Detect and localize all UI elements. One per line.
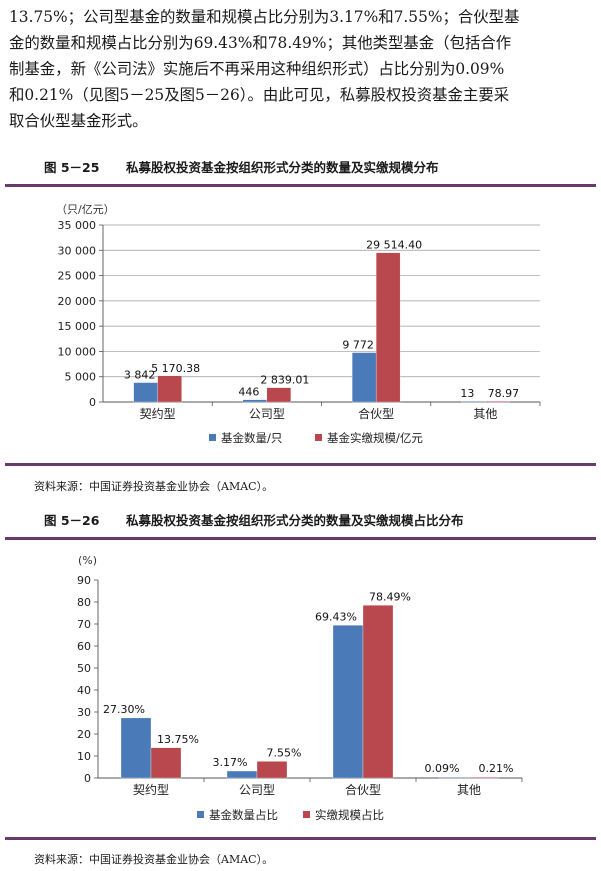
x-tick-label: 公司型 [239, 783, 275, 797]
bar-series1 [242, 399, 268, 403]
y-tick-label: 60 [77, 640, 91, 653]
data-label: 69.43% [315, 610, 357, 623]
y-tick-label: 80 [77, 596, 91, 609]
y-tick-label: 20 [77, 728, 91, 741]
y-tick-label: 30 000 [58, 244, 97, 257]
legend-entry: 基金数量占比 [209, 808, 278, 822]
bar-series2 [468, 777, 500, 779]
y-tick-label: 90 [77, 574, 91, 587]
y-tick-label: 35 000 [58, 219, 97, 232]
y-tick-label: 25 000 [58, 270, 97, 283]
paragraph-line: 和0.21%（见图5－25及图5－26）。由此可见，私募股权投资基金主要采 [9, 86, 510, 104]
paragraph-line: 取合伙型基金形式。 [9, 112, 148, 130]
bar-series1 [351, 352, 377, 403]
x-tick-label: 契约型 [140, 406, 176, 421]
y-tick-label: 40 [77, 684, 91, 697]
figure2-number: 图 5－26 [44, 513, 100, 528]
data-label: 78.49% [369, 590, 411, 603]
data-label: 5 170.38 [151, 362, 200, 375]
x-tick-label: 合伙型 [358, 406, 394, 421]
figure1-bottom-rule [5, 463, 596, 466]
data-label: 3.17% [213, 756, 248, 769]
x-tick-label: 其他 [457, 783, 481, 797]
bar-series2 [362, 605, 394, 779]
bar-series2 [256, 761, 288, 779]
paragraph-line: 制基金，新《公司法》实施后不再采用这种组织形式）占比分别为0.09% [9, 60, 505, 78]
figure1-source: 资料来源：中国证券投资基金业协会（AMAC）。 [34, 480, 274, 493]
bar-series2 [485, 401, 510, 403]
y-tick-label: 70 [77, 618, 91, 631]
y-tick-label: 15 000 [58, 320, 97, 333]
x-tick-label: 公司型 [249, 407, 285, 421]
bar-series2 [157, 375, 182, 403]
paragraph-line: 金的数量和规模占比分别为69.43%和78.49%；其他类型基金（包括合作 [9, 34, 512, 52]
y-tick-label: 10 [77, 750, 91, 763]
x-tick-label: 其他 [473, 407, 497, 421]
figure2-top-rule [5, 537, 596, 540]
body-paragraph: 13.75%；公司型基金的数量和规模占比分别为3.17%和7.55%；合伙型基 … [9, 4, 595, 134]
bar-series1 [438, 777, 470, 779]
figure2-bottom-rule [5, 837, 596, 840]
data-label: 2 839.01 [260, 374, 309, 387]
bar-series2 [150, 747, 182, 779]
figure2-caption: 图 5－26 私募股权投资基金按组织形式分类的数量及实缴规模占比分布 [44, 510, 464, 529]
bar-series2 [375, 252, 401, 403]
y-tick-label: 20 000 [58, 295, 97, 308]
legend-swatch [209, 434, 216, 441]
data-label: 0.21% [479, 762, 514, 775]
legend-entry: 基金实缴规模/亿元 [327, 431, 423, 445]
figure1-title: 私募股权投资基金按组织形式分类的数量及实缴规模分布 [126, 160, 439, 175]
y-tick-label: 0 [84, 772, 91, 785]
legend-entry: 实缴规模占比 [315, 808, 384, 822]
figure1-number: 图 5－25 [44, 160, 100, 175]
y-axis-label: (%) [78, 554, 97, 567]
figure2-source: 资料来源：中国证券投资基金业协会（AMAC）。 [34, 853, 274, 866]
y-tick-label: 0 [89, 396, 96, 409]
data-label: 13.75% [157, 733, 199, 746]
legend-entry: 基金数量/只 [221, 431, 282, 445]
chart2: (%) 0 10 20 30 40 50 60 70 80 90 契约型 27.30% 13.75% 公司型… [77, 554, 523, 822]
y-axis-label: （只/亿元） [56, 203, 115, 216]
y-tick-label: 5 000 [65, 371, 97, 384]
x-tick-label: 契约型 [133, 782, 169, 797]
data-label: 78.97 [488, 387, 520, 400]
y-tick-label: 50 [77, 662, 91, 675]
figure1-caption: 图 5－25 私募股权投资基金按组织形式分类的数量及实缴规模分布 [44, 157, 439, 176]
bar-series2 [266, 387, 292, 403]
paragraph-line: 13.75%；公司型基金的数量和规模占比分别为3.17%和7.55%；合伙型基 [9, 8, 520, 26]
data-label: 0.09% [425, 762, 460, 775]
legend-swatch [303, 811, 310, 818]
bar-series1 [226, 770, 258, 779]
data-label: 13 [460, 387, 474, 400]
bar-series1 [120, 717, 152, 779]
data-label: 446 [238, 386, 259, 399]
legend-swatch [315, 434, 322, 441]
x-tick-label: 合伙型 [345, 782, 381, 797]
chart1: （只/亿元） 0 5 000 10 000 15 000 20 000 25 000 30 0… [56, 203, 541, 445]
y-tick-label: 30 [77, 706, 91, 719]
bar-series1 [133, 382, 158, 403]
data-label: 9 772 [342, 339, 374, 352]
figure1-top-rule [5, 184, 596, 187]
data-label: 29 514.40 [366, 239, 422, 252]
figure2-title: 私募股权投资基金按组织形式分类的数量及实缴规模占比分布 [126, 513, 464, 528]
data-label: 27.30% [103, 703, 145, 716]
bar-series1 [461, 401, 486, 403]
data-label: 3 842 [124, 369, 156, 382]
data-label: 7.55% [267, 746, 302, 759]
legend-swatch [197, 811, 204, 818]
bar-series1 [332, 625, 364, 779]
y-tick-label: 10 000 [58, 345, 97, 358]
